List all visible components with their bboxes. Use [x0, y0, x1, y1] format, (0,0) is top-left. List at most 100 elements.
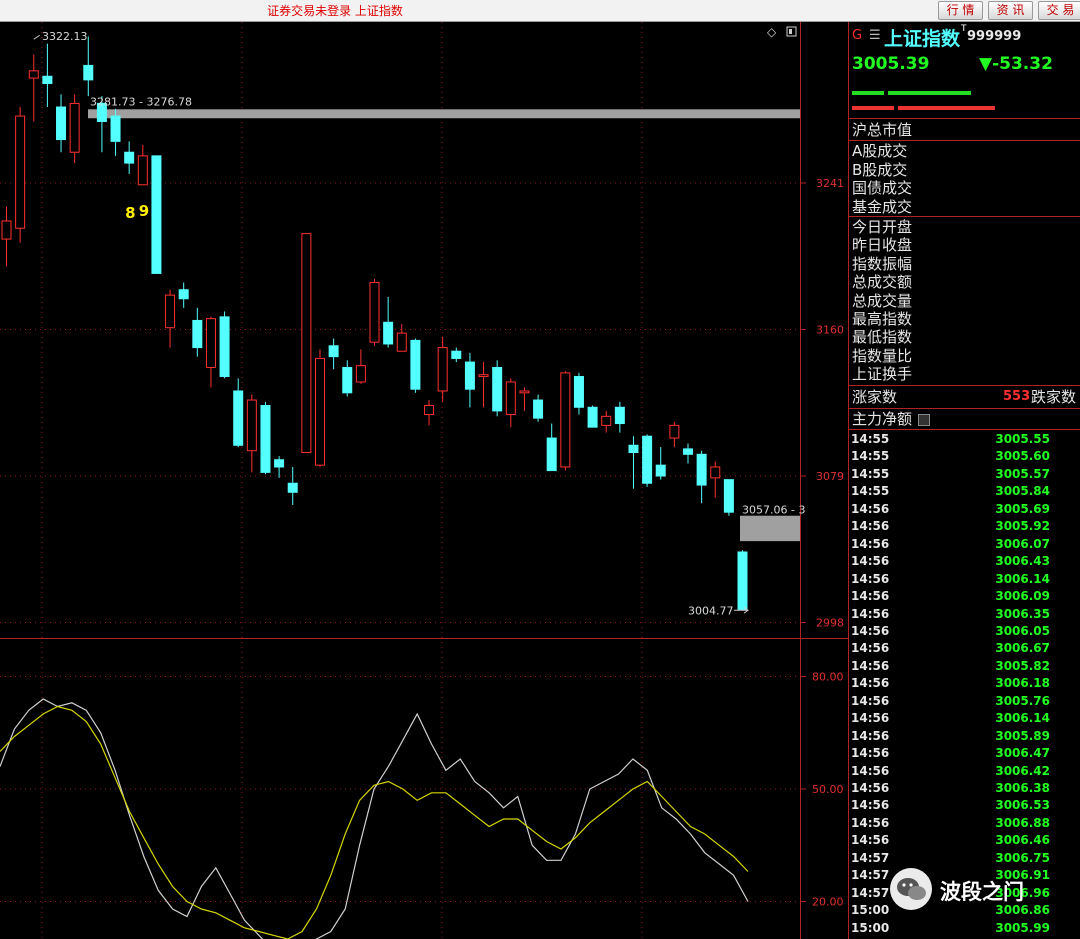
tick-time: 14:56 — [851, 501, 890, 516]
expand-icon[interactable] — [918, 414, 930, 426]
tick-price: 3005.57 — [995, 466, 1050, 481]
tick-time: 14:56 — [851, 571, 890, 586]
candle-body — [1, 220, 12, 240]
tick-row: 14:57 3006.91 — [848, 868, 1080, 885]
candle-body — [137, 155, 148, 186]
section-divider — [848, 408, 1080, 409]
tick-time: 14:56 — [851, 815, 890, 830]
tick-time: 14:56 — [851, 728, 890, 743]
volume-bar-red-1 — [852, 106, 894, 110]
tick-price: 3006.42 — [995, 763, 1050, 778]
candle-body — [151, 155, 162, 274]
candle-body — [533, 399, 544, 419]
tick-row: 14:56 3006.38 — [848, 781, 1080, 798]
tick-time: 14:55 — [851, 484, 890, 499]
tick-price: 3005.60 — [995, 449, 1050, 464]
tick-row: 14:55 3005.60 — [848, 449, 1080, 466]
tick-row: 14:56 3006.05 — [848, 624, 1080, 641]
low-label: 3004.77 — [688, 604, 734, 617]
tick-time: 15:00 — [851, 903, 890, 918]
candle-body — [424, 404, 435, 416]
candle-body — [464, 361, 475, 390]
tick-price: 3006.14 — [995, 711, 1050, 726]
tick-time: 14:56 — [851, 693, 890, 708]
axis-label: 2998 — [816, 617, 844, 630]
quote-panel: G ☰ 上证指数 T 999999 3005.39 ▼-53.32 沪总市值 A… — [848, 22, 1080, 939]
countdown-8: 8 — [125, 204, 135, 222]
stat-b-shares: B股成交 — [852, 160, 908, 179]
window-toggle-icon[interactable] — [786, 26, 797, 37]
tick-row: 14:56 3005.82 — [848, 659, 1080, 676]
candle-body — [369, 281, 380, 343]
candle-body — [233, 390, 244, 446]
tick-row: 14:56 3005.89 — [848, 729, 1080, 746]
gap-zones — [88, 109, 800, 542]
stat-item: 今日开盘 — [852, 218, 913, 236]
tick-price: 3006.91 — [995, 868, 1050, 883]
diamond-icon[interactable]: ◇ — [767, 25, 777, 39]
stat-a-shares: A股成交 — [852, 142, 908, 160]
tick-price: 3006.86 — [995, 903, 1050, 918]
tick-time: 14:56 — [851, 606, 890, 621]
tick-row: 14:56 3006.46 — [848, 833, 1080, 850]
tick-row: 14:56 3006.18 — [848, 676, 1080, 693]
high-arrow — [33, 34, 41, 40]
tick-row: 14:55 3005.84 — [848, 484, 1080, 501]
candle-body — [192, 319, 203, 349]
stat-item: 上证换手 — [852, 365, 913, 384]
stat-funds: 基金成交 — [852, 197, 913, 216]
tick-time: 14:56 — [851, 589, 890, 604]
chart-grid — [0, 22, 848, 939]
trade-button[interactable]: 交 易 — [1038, 1, 1080, 20]
candle-body — [124, 151, 135, 164]
news-button[interactable]: 资 讯 — [988, 1, 1033, 20]
tick-time: 14:56 — [851, 641, 890, 656]
tick-time: 14:57 — [851, 885, 890, 900]
candle-body — [165, 294, 176, 329]
candle-body — [628, 444, 639, 454]
tick-price: 3006.88 — [995, 815, 1050, 830]
tick-price: 3006.18 — [995, 676, 1050, 691]
candle-body — [587, 406, 598, 428]
tick-row: 14:56 3005.76 — [848, 694, 1080, 711]
tick-row: 14:57 3006.75 — [848, 851, 1080, 868]
advancers-label: 涨家数 — [852, 388, 898, 406]
tick-price: 3006.53 — [995, 798, 1050, 813]
candle-body — [178, 289, 189, 300]
candle-body — [15, 115, 26, 229]
candle-body — [723, 479, 734, 513]
tick-price: 3006.46 — [995, 833, 1050, 848]
tick-row: 14:55 3005.55 — [848, 432, 1080, 449]
high-label: 3322.13 — [42, 30, 88, 43]
candle-body — [437, 347, 448, 392]
main-flow-label: 主力净额 — [852, 410, 913, 428]
tick-row: 14:57 3006.96 — [848, 886, 1080, 903]
candle-body — [219, 316, 230, 378]
candle-body — [56, 106, 67, 141]
candle-body — [669, 424, 680, 439]
candle-body — [83, 64, 94, 81]
indicator-lines — [0, 698, 749, 939]
countdown-9: 9 — [139, 202, 149, 220]
tick-time: 14:56 — [851, 519, 890, 534]
volume-bar-green-2 — [888, 91, 971, 95]
tick-row: 15:00 3006.86 — [848, 903, 1080, 920]
group-marker: G — [852, 28, 863, 43]
candle-body — [560, 372, 571, 468]
tick-time: 15:00 — [851, 920, 890, 935]
tick-price: 3005.84 — [995, 484, 1050, 499]
volume-bar-red-2 — [898, 106, 995, 110]
index-name: 上证指数 — [884, 28, 961, 50]
quote-button[interactable]: 行 情 — [938, 1, 983, 20]
tick-row: 14:56 3006.43 — [848, 554, 1080, 571]
tick-price: 3006.47 — [995, 746, 1050, 761]
tick-price: 3006.07 — [995, 536, 1050, 551]
candle-body — [478, 374, 489, 378]
stat-item: 总成交额 — [852, 273, 913, 292]
candle-body — [505, 381, 516, 416]
tick-price: 3006.67 — [995, 641, 1050, 656]
tick-price: 3005.92 — [995, 519, 1050, 534]
menu-icon[interactable]: ☰ — [869, 28, 881, 43]
candle-body — [28, 70, 39, 79]
